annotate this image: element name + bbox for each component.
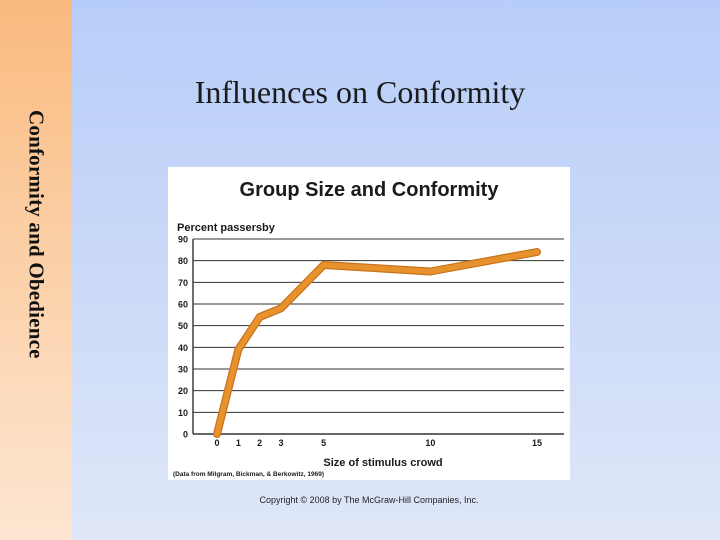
y-tick-label: 60 (178, 300, 188, 310)
x-tick-label: 1 (236, 438, 241, 448)
sidebar-panel: Conformity and Obedience (0, 0, 72, 540)
y-tick-label: 10 (178, 408, 188, 418)
tick-labels: 0 10 20 30 40 50 60 70 80 90 0 1 2 3 5 10 15 (178, 235, 542, 449)
copyright-notice: Copyright © 2008 by The McGraw-Hill Comp… (259, 495, 479, 505)
chart-panel: Group Size and Conformity Percent passer… (168, 167, 570, 480)
y-tick-label: 20 (178, 386, 188, 396)
x-axis-label: Size of stimulus crowd (323, 457, 442, 469)
y-tick-label: 90 (178, 235, 188, 245)
x-tick-label: 0 (214, 438, 219, 448)
y-tick-label: 80 (178, 256, 188, 266)
x-tick-label: 10 (425, 438, 435, 448)
series-layer (213, 248, 541, 438)
series-line-0 (214, 249, 540, 437)
x-tick-label: 3 (278, 438, 283, 448)
y-axis-label: Percent passersby (177, 222, 276, 234)
y-tick-label: 40 (178, 343, 188, 353)
y-tick-label: 0 (183, 430, 188, 440)
sidebar-title: Conformity and Obedience (24, 110, 49, 359)
group-size-conformity-chart: Group Size and Conformity Percent passer… (173, 179, 564, 478)
x-tick-label: 15 (532, 438, 542, 448)
series-line-shadow-0 (213, 248, 541, 438)
slide-title: Influences on Conformity (194, 74, 526, 110)
y-tick-label: 70 (178, 278, 188, 288)
data-source-note: (Data from Milgram, Bickman, & Berkowitz… (173, 471, 324, 478)
x-tick-label: 5 (321, 438, 326, 448)
chart-title: Group Size and Conformity (240, 179, 500, 201)
x-tick-label: 2 (257, 438, 262, 448)
y-tick-label: 50 (178, 321, 188, 331)
y-tick-label: 30 (178, 365, 188, 375)
